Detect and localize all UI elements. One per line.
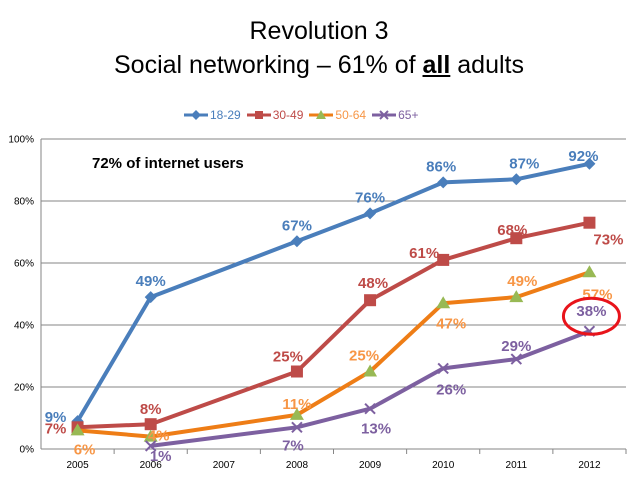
data-point-18-29-2011	[510, 173, 523, 186]
data-label-18-29-2005: 9%	[45, 409, 67, 426]
data-point-30-49-2011	[510, 232, 523, 245]
data-label-18-29-2006: 49%	[136, 273, 166, 290]
data-point-18-29-2012	[583, 157, 596, 170]
y-tick-label: 60%	[14, 259, 34, 270]
legend-swatch	[184, 110, 208, 120]
data-point-65+-2006	[144, 440, 157, 452]
x-tick-label: 2011	[506, 460, 528, 471]
data-label-30-49-2011: 68%	[497, 222, 527, 239]
data-point-30-49-2006	[144, 418, 157, 431]
y-tick-label: 20%	[14, 383, 34, 394]
data-point-30-49-2012	[583, 216, 596, 229]
legend-swatch	[372, 110, 397, 120]
title-prefix: Social networking – 61% of	[114, 51, 423, 79]
data-label-50-64-2010: 47%	[436, 315, 466, 332]
title-emphasis: all	[422, 51, 451, 79]
x-tick-label: 2012	[578, 460, 601, 471]
title-suffix: adults	[450, 51, 524, 79]
y-tick-label: 0%	[20, 445, 35, 456]
data-label-65+-2006: 1%	[150, 448, 172, 465]
series-line-18-29	[75, 161, 590, 423]
x-tick-label: 2007	[213, 460, 236, 471]
data-point-65+-2010	[437, 362, 449, 375]
data-label-30-49-2008: 25%	[273, 349, 303, 366]
data-label-50-64-2009: 25%	[349, 348, 379, 365]
data-label-18-29-2008: 67%	[282, 217, 312, 234]
x-tick-label: 2006	[140, 460, 163, 471]
data-point-50-64-2006	[143, 429, 158, 442]
series-line-65+	[150, 329, 591, 448]
data-point-30-49-2010	[437, 253, 450, 266]
data-label-50-64-2006: 4%	[148, 428, 170, 445]
data-point-50-64-2005	[70, 423, 85, 436]
data-point-50-64-2012	[582, 265, 597, 278]
legend-item-18-29: 18-29	[184, 107, 241, 123]
data-point-18-29-2010	[437, 176, 450, 189]
annotation-internet-users: 72% of internet users	[92, 155, 244, 172]
data-label-30-49-2005: 7%	[45, 420, 67, 437]
data-label-30-49-2006: 8%	[140, 401, 162, 418]
data-point-50-64-2008	[289, 407, 304, 420]
data-label-18-29-2011: 87%	[509, 155, 539, 172]
data-point-18-29-2006	[144, 291, 157, 304]
data-label-30-49-2009: 48%	[358, 275, 388, 292]
data-label-50-64-2011: 49%	[507, 273, 537, 290]
x-tick-label: 2008	[286, 460, 309, 471]
legend-item-50-64: 50-64	[309, 107, 366, 123]
data-label-65+-2012: 38%	[576, 303, 606, 320]
legend-swatch	[309, 110, 334, 119]
data-label-30-49-2012: 73%	[593, 232, 623, 249]
data-point-65+-2009	[364, 402, 376, 415]
data-label-65+-2010: 26%	[436, 381, 466, 398]
legend-item-65+: 65+	[372, 107, 418, 123]
legend-label: 18-29	[210, 108, 241, 122]
data-point-50-64-2010	[436, 296, 451, 309]
data-point-50-64-2009	[363, 364, 378, 377]
x-tick-label: 2005	[66, 460, 89, 471]
data-point-30-49-2009	[364, 294, 377, 307]
data-label-18-29-2012: 92%	[568, 148, 598, 165]
legend-label: 50-64	[335, 108, 367, 122]
y-tick-label: 40%	[14, 321, 34, 332]
y-tick-label: 100%	[8, 135, 34, 146]
data-label-65+-2008: 7%	[282, 437, 304, 454]
legend-label: 30-49	[272, 108, 304, 122]
legend-swatch	[246, 111, 271, 119]
data-point-50-64-2011	[509, 290, 524, 303]
data-point-18-29-2009	[364, 207, 377, 220]
highlight-circle	[561, 296, 621, 336]
x-tick-label: 2010	[432, 460, 455, 471]
data-label-18-29-2010: 86%	[426, 158, 456, 175]
data-label-65+-2011: 29%	[501, 338, 531, 355]
data-point-18-29-2008	[290, 235, 303, 248]
title-line-2: Social networking – 61% of all adults	[0, 48, 638, 82]
chart-title: Revolution 3 Social networking – 61% of …	[0, 14, 638, 82]
data-label-30-49-2010: 61%	[409, 245, 439, 262]
data-point-30-49-2008	[290, 365, 303, 378]
data-label-18-29-2009: 76%	[355, 189, 385, 206]
chart-legend: 18-29 30-49 50-64 65+	[184, 107, 424, 123]
legend-item-30-49: 30-49	[246, 107, 304, 123]
data-point-65+-2011	[510, 353, 523, 365]
data-label-50-64-2008: 11%	[282, 396, 311, 413]
y-tick-label: 80%	[14, 197, 34, 208]
title-line-1: Revolution 3	[249, 17, 389, 45]
x-tick-label: 2009	[359, 460, 382, 471]
data-label-50-64-2005: 6%	[74, 441, 96, 458]
legend-label: 65+	[398, 108, 419, 122]
data-point-65+-2008	[291, 421, 303, 434]
data-label-65+-2009: 13%	[361, 421, 391, 438]
